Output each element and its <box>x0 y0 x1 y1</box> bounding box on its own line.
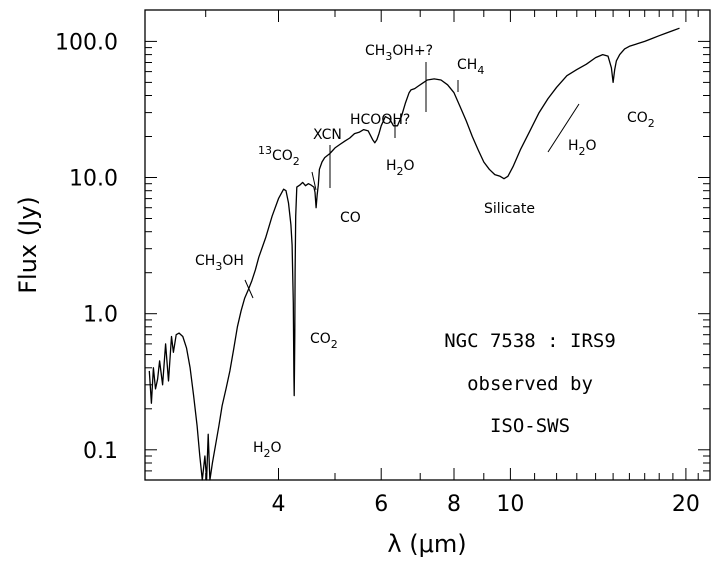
feature-annotations: H2O CH3OH CO2 13CO2 XCN CO HCOOH? CH3OH+… <box>195 43 655 460</box>
h2o-libration-leader <box>547 103 580 153</box>
annotation-ch3oh-plus: CH3OH+? <box>365 43 433 63</box>
y-axis-label: Flux (Jy) <box>14 196 42 294</box>
x-axis-ticks <box>205 10 699 480</box>
y-tick-label: 1.0 <box>83 303 118 328</box>
annotation-h2o-libration: H2O <box>568 138 597 158</box>
x-tick-label: 6 <box>374 492 388 517</box>
annotation-co: CO <box>340 210 361 226</box>
annotation-co2-4um: CO2 <box>310 331 338 351</box>
y-axis-ticks <box>145 40 710 481</box>
plot-frame <box>144 9 711 481</box>
annotation-co2-15um: CO2 <box>627 110 655 130</box>
inset-line-3: ISO-SWS <box>490 415 570 437</box>
y-tick-label: 10.0 <box>69 167 118 192</box>
annotation-silicate: Silicate <box>484 201 535 217</box>
annotation-xcn: XCN <box>313 127 342 143</box>
x-tick-label: 4 <box>272 492 286 517</box>
annotation-13co2: 13CO2 <box>258 144 300 168</box>
inset-line-2: observed by <box>467 373 593 395</box>
x-tick-label: 10 <box>496 492 524 517</box>
annotation-hcooh: HCOOH? <box>350 112 410 128</box>
annotation-ch4: CH4 <box>457 57 484 77</box>
annotation-h2o-6um: H2O <box>386 158 415 178</box>
inset-text: NGC 7538 : IRS9 observed by ISO-SWS <box>444 330 616 437</box>
inset-line-1: NGC 7538 : IRS9 <box>444 330 616 352</box>
c13o2-leader <box>311 171 317 191</box>
x-tick-label: 20 <box>672 492 700 517</box>
ch3oh-leader <box>244 279 254 299</box>
annotation-h2o-3um: H2O <box>253 440 282 460</box>
y-tick-label: 100.0 <box>55 30 118 55</box>
annotation-ch3oh: CH3OH <box>195 253 244 273</box>
y-axis-tick-labels: 0.1 1.0 10.0 100.0 <box>55 30 118 463</box>
y-tick-label: 0.1 <box>83 439 118 464</box>
x-axis-label: λ (μm) <box>387 530 466 558</box>
x-tick-label: 8 <box>447 492 461 517</box>
annotation-leader-lines <box>244 62 580 299</box>
spectrum-line <box>148 27 680 481</box>
x-axis-tick-labels: 4 6 8 10 20 <box>272 492 700 517</box>
